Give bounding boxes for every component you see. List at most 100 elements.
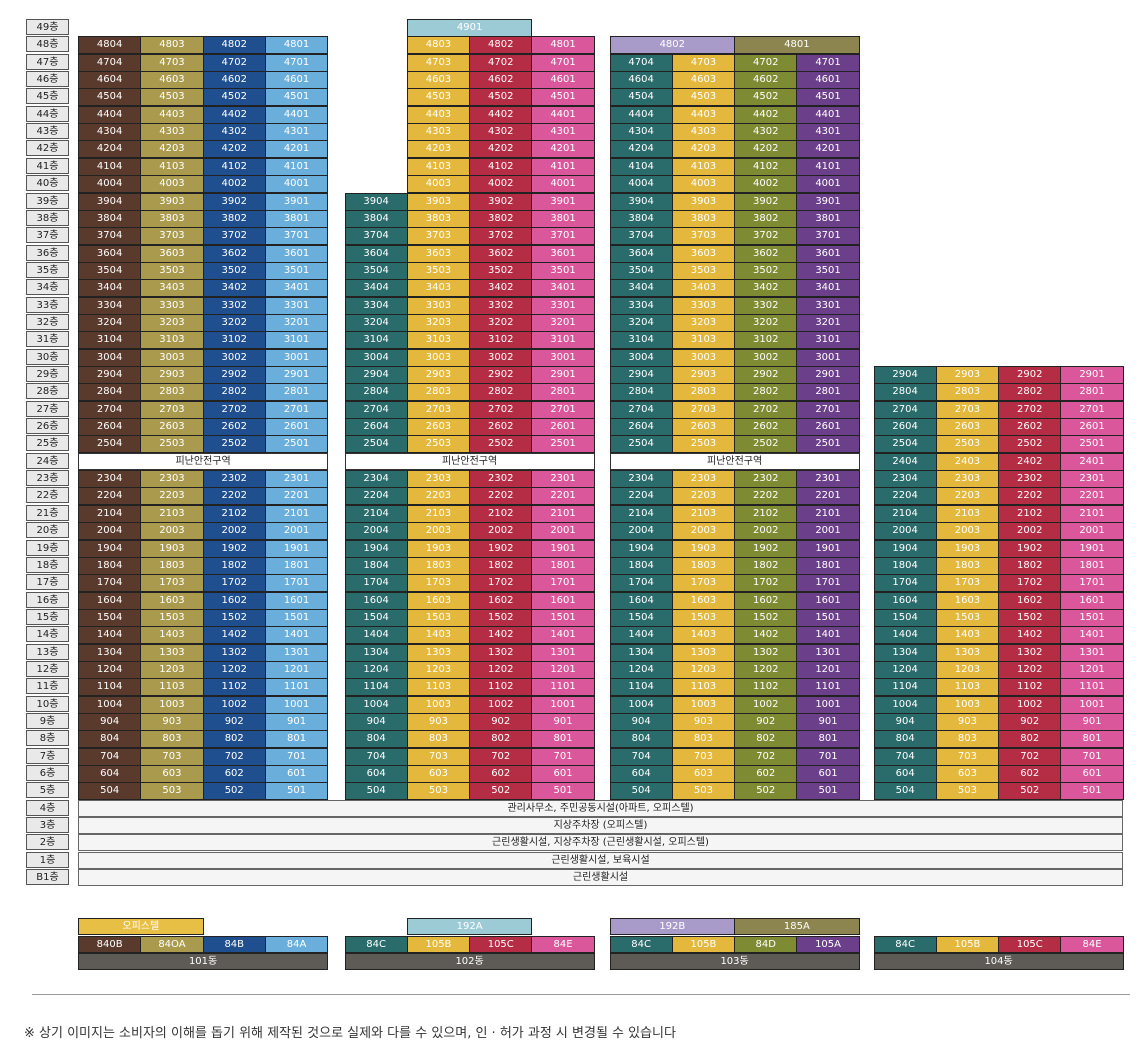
unit-cell: 1103 xyxy=(406,678,471,697)
unit-cell: 1801 xyxy=(796,556,860,575)
unit-cell: 2904 xyxy=(873,366,937,384)
unit-cell: 502 xyxy=(734,782,798,801)
unit-cell: 4603 xyxy=(406,71,471,90)
unit-cell: 3901 xyxy=(796,192,860,211)
unit-cell: 4601 xyxy=(796,71,860,90)
unit-cell: 3803 xyxy=(140,209,204,228)
unit-cell: 2803 xyxy=(406,383,471,402)
unit-cell: 2002 xyxy=(469,522,533,541)
unit-cell: 4403 xyxy=(671,105,736,124)
unit-cell: 3504 xyxy=(344,261,408,280)
floor-label: 37층 xyxy=(26,227,69,244)
unit-cell: 3801 xyxy=(531,209,595,228)
unit-cell: 1003 xyxy=(671,695,736,714)
unit-cell: 3504 xyxy=(78,261,142,280)
unit-cell: 903 xyxy=(406,713,471,731)
unit-cell: 604 xyxy=(609,765,673,784)
common-floor-band: 근린생활시설, 지상주차장 (근린생활시설, 오피스텔) xyxy=(78,834,1123,852)
unit-cell: 3001 xyxy=(264,348,329,367)
unit-cell: 4603 xyxy=(140,71,204,90)
unit-cell: 4704 xyxy=(78,53,142,72)
unit-cell: 4801 xyxy=(264,36,329,55)
common-floor-band: 지상주차장 (오피스텔) xyxy=(78,817,1123,835)
unit-cell: 1802 xyxy=(734,556,798,575)
unit-cell: 3303 xyxy=(406,296,471,315)
unit-cell: 4403 xyxy=(140,105,204,124)
unit-cell: 4801 xyxy=(531,36,595,55)
unit-cell: 2004 xyxy=(873,522,937,541)
unit-cell: 1303 xyxy=(406,643,471,662)
unit-cell: 2604 xyxy=(344,418,408,437)
unit-cell: 4602 xyxy=(469,71,533,90)
unit-cell: 4802 xyxy=(469,36,533,55)
unit-cell: 901 xyxy=(796,713,860,731)
unit-cell: 1904 xyxy=(78,539,142,558)
unit-cell: 1001 xyxy=(796,695,860,714)
floor-label: 17층 xyxy=(26,574,69,591)
unit-cell: 3304 xyxy=(609,296,673,315)
unit-cell: 4003 xyxy=(406,175,471,194)
unit-cell: 903 xyxy=(671,713,736,731)
unit-cell: 504 xyxy=(873,782,937,801)
unit-cell: 3502 xyxy=(469,261,533,280)
unit-cell: 4402 xyxy=(734,105,798,124)
unit-type-legend: 84D xyxy=(734,935,798,953)
unit-cell: 1401 xyxy=(1060,626,1124,645)
floor-label: B1층 xyxy=(26,869,69,886)
unit-cell: 802 xyxy=(998,730,1062,749)
unit-cell: 4202 xyxy=(202,140,266,159)
legend-group: 오피스텔 xyxy=(78,918,204,935)
divider xyxy=(32,994,1130,995)
unit-cell: 1803 xyxy=(935,556,1000,575)
unit-cell: 3104 xyxy=(609,331,673,350)
unit-cell: 2204 xyxy=(78,487,142,506)
unit-type-legend: 84B xyxy=(202,935,266,953)
unit-cell: 1204 xyxy=(78,660,142,679)
unit-cell: 3604 xyxy=(344,244,408,263)
unit-cell: 3202 xyxy=(202,313,266,332)
unit-cell: 2704 xyxy=(344,400,408,419)
unit-cell: 3702 xyxy=(734,227,798,246)
unit-cell: 2803 xyxy=(935,383,1000,402)
unit-cell: 2103 xyxy=(140,504,204,523)
unit-cell: 2504 xyxy=(78,435,142,454)
unit-cell: 3102 xyxy=(469,331,533,350)
unit-cell: 903 xyxy=(140,713,204,731)
unit-type-legend: 84E xyxy=(531,935,595,953)
unit-cell: 2001 xyxy=(796,522,860,541)
unit-cell: 704 xyxy=(609,747,673,766)
unit-cell: 1803 xyxy=(140,556,204,575)
unit-cell: 1803 xyxy=(671,556,736,575)
unit-cell: 803 xyxy=(140,730,204,749)
unit-cell: 4002 xyxy=(469,175,533,194)
unit-cell: 4201 xyxy=(531,140,595,159)
unit-cell: 3403 xyxy=(406,279,471,298)
unit-cell: 4201 xyxy=(796,140,860,159)
unit-cell: 1601 xyxy=(796,591,860,610)
unit-cell: 3502 xyxy=(734,261,798,280)
unit-cell: 3401 xyxy=(796,279,860,298)
unit-cell: 2901 xyxy=(796,366,860,384)
floor-label: 2층 xyxy=(26,834,69,851)
unit-cell: 2303 xyxy=(140,470,204,489)
unit-cell: 1404 xyxy=(78,626,142,645)
unit-cell: 3101 xyxy=(796,331,860,350)
unit-cell: 3303 xyxy=(140,296,204,315)
unit-cell: 2201 xyxy=(264,487,329,506)
unit-cell: 1603 xyxy=(671,591,736,610)
unit-cell: 3401 xyxy=(264,279,329,298)
unit-cell: 3503 xyxy=(406,261,471,280)
unit-cell: 2201 xyxy=(1060,487,1124,506)
unit-cell: 1503 xyxy=(671,608,736,627)
unit-cell: 3002 xyxy=(202,348,266,367)
unit-cell: 1702 xyxy=(734,574,798,593)
unit-type-legend: 84E xyxy=(1060,935,1124,953)
unit-cell: 3803 xyxy=(671,209,736,228)
unit-cell: 4002 xyxy=(202,175,266,194)
unit-cell: 2703 xyxy=(671,400,736,419)
unit-cell: 1003 xyxy=(935,695,1000,714)
unit-cell: 802 xyxy=(469,730,533,749)
unit-cell: 2702 xyxy=(202,400,266,419)
unit-cell: 4703 xyxy=(671,53,736,72)
unit-cell: 701 xyxy=(796,747,860,766)
